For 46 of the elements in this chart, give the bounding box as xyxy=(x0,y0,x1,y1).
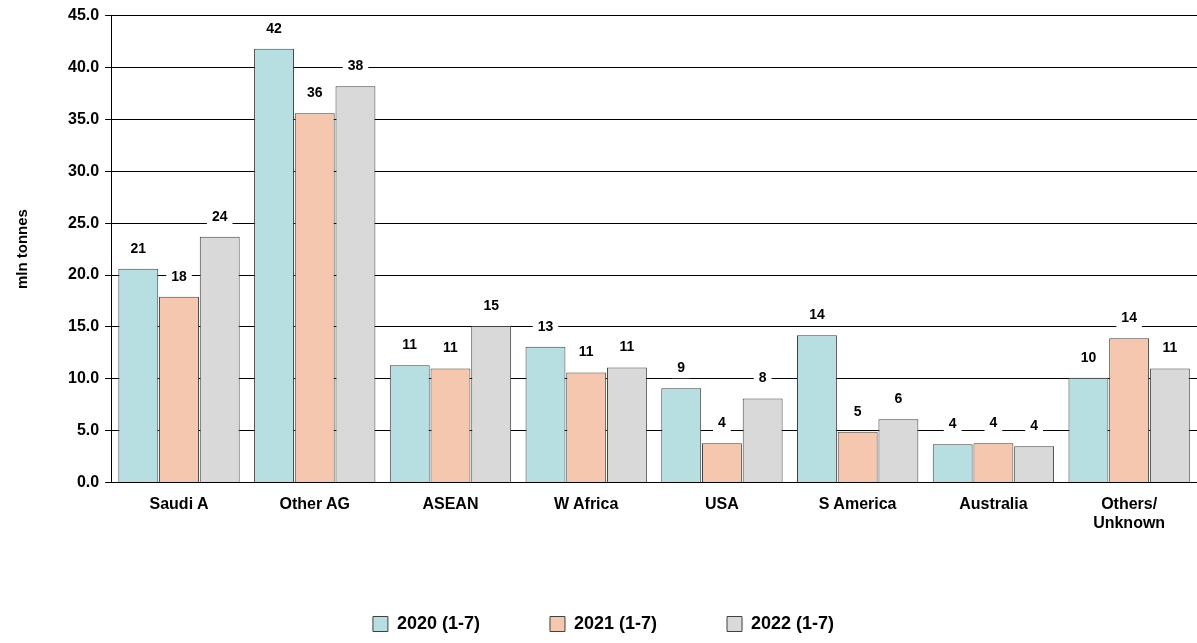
legend-label: 2021 (1-7) xyxy=(573,612,658,633)
legend-label: 2020 (1-7) xyxy=(396,612,480,633)
x-tick-label: ASEAN xyxy=(422,494,479,512)
y-tick-label: 0.0 xyxy=(76,473,100,491)
data-label: 11 xyxy=(1162,339,1178,356)
y-tick-label: 20.0 xyxy=(68,265,100,283)
data-label: 14 xyxy=(1121,309,1138,326)
x-tick-label: Australia xyxy=(959,494,1028,512)
data-label: 6 xyxy=(894,390,903,407)
data-label: 11 xyxy=(578,343,594,360)
y-tick-label: 40.0 xyxy=(68,57,100,75)
y-tick-label: 45.0 xyxy=(68,6,100,24)
y-tick-label: 15.0 xyxy=(68,317,100,335)
data-label: 21 xyxy=(130,239,147,256)
x-tick-label: S America xyxy=(818,494,897,512)
data-label: 13 xyxy=(537,317,554,334)
data-label: 4 xyxy=(718,414,727,431)
data-label: 4 xyxy=(948,415,957,432)
y-tick-label: 5.0 xyxy=(76,421,100,439)
data-label: 11 xyxy=(443,339,459,356)
y-tick-label: 35.0 xyxy=(68,109,100,127)
data-label: 4 xyxy=(989,414,998,431)
x-tick-label: W Africa xyxy=(554,494,619,512)
data-label: 18 xyxy=(171,267,187,284)
data-label: 10 xyxy=(1080,348,1097,365)
y-axis-title: mln tonnes xyxy=(13,209,31,290)
x-tick-label: Others/ Unknown xyxy=(1093,494,1166,531)
data-label: 42 xyxy=(266,19,283,36)
data-label: 15 xyxy=(483,296,500,313)
legend-label: 2022 (1-7) xyxy=(751,612,835,633)
x-tick-label: Saudi A xyxy=(149,494,209,512)
data-label: 24 xyxy=(211,207,228,224)
data-label: 4 xyxy=(1030,417,1039,434)
y-tick-label: 30.0 xyxy=(68,161,100,179)
data-label: 11 xyxy=(402,336,418,353)
x-tick-label: USA xyxy=(705,494,740,512)
data-label: 5 xyxy=(853,402,862,419)
y-tick-label: 10.0 xyxy=(68,369,100,387)
data-label: 36 xyxy=(306,84,323,101)
data-label: 9 xyxy=(677,359,686,376)
y-tick-label: 25.0 xyxy=(68,213,100,231)
data-label: 11 xyxy=(619,338,635,355)
x-tick-label: Other AG xyxy=(279,494,350,512)
data-label: 8 xyxy=(758,369,767,386)
data-label: 14 xyxy=(809,306,825,323)
data-label: 38 xyxy=(347,57,364,74)
